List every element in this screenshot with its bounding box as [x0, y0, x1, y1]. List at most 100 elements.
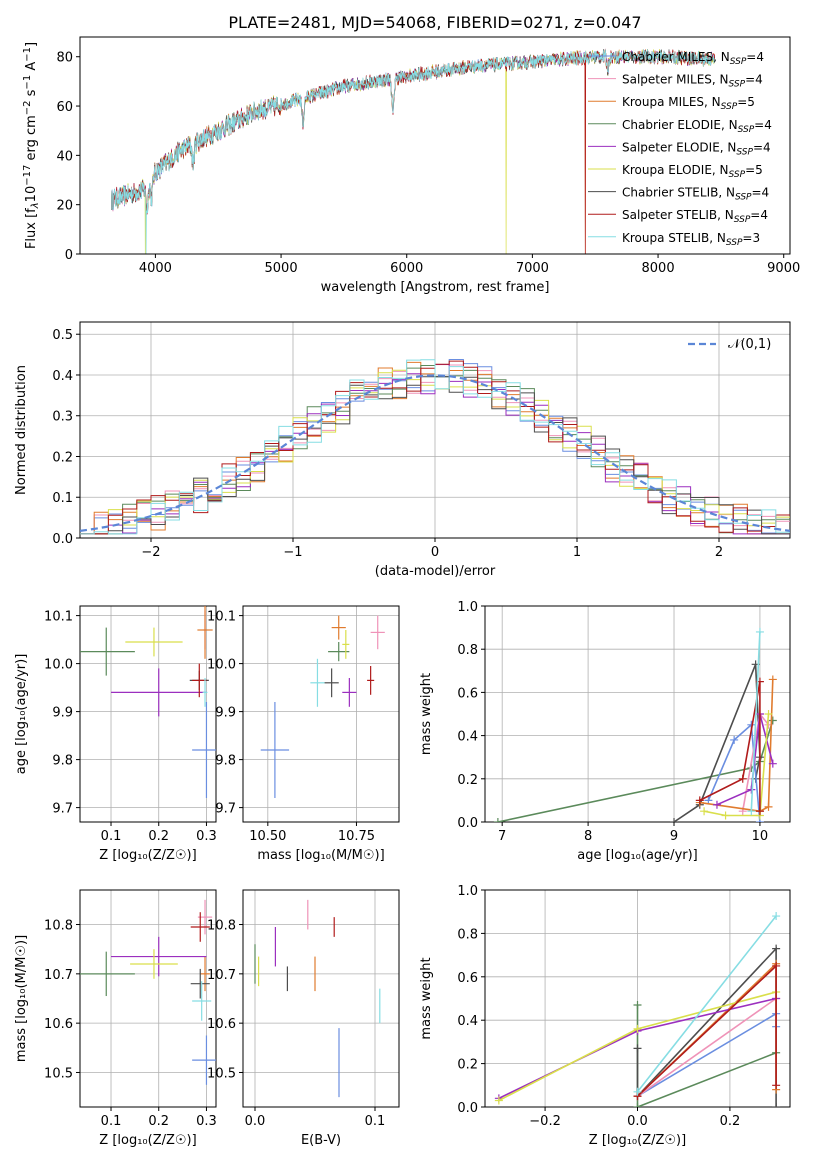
normal-curve [80, 374, 790, 532]
legend-text: Salpeter ELODIE, N [622, 140, 736, 154]
y-axis-label-part: erg cm [24, 115, 39, 164]
axes-frame [79, 605, 217, 823]
weight-marker-8 [747, 807, 756, 816]
y-tick-label: 40 [56, 149, 73, 164]
y-tick-label: 10.7 [44, 968, 73, 983]
weight-series-7 [636, 964, 777, 1097]
x-tick-label: 0.1 [101, 1114, 122, 1129]
figure-title: PLATE=2481, MJD=54068, FIBERID=0271, z=0… [228, 13, 641, 32]
weight-marker-6 [772, 944, 781, 953]
y-tick-label: 0.6 [457, 686, 478, 701]
y-tick-label: 0.0 [52, 532, 73, 547]
x-tick-label: 10.50 [249, 829, 286, 844]
x-tick-label: 0.2 [148, 1114, 169, 1129]
error-bars [80, 899, 216, 1085]
legend-tail: =4 [745, 73, 763, 87]
y-tick-label: 1.0 [457, 600, 478, 615]
legend-label: Chabrier STELIB, NSSP=4 [622, 186, 769, 203]
x-tick-label: −2 [141, 545, 160, 560]
histogram-series-8 [80, 359, 790, 535]
weight-series-0 [707, 723, 761, 822]
axes-frame [242, 889, 400, 1108]
x-tick-label: 7 [498, 829, 506, 844]
x-tick-label: 0.0 [245, 1114, 266, 1129]
x-axis-label: wavelength [Angstrom, rest frame] [321, 280, 550, 295]
error-bars [260, 615, 385, 798]
weight-marker-2 [764, 802, 773, 811]
y-tick-label: 0.2 [52, 450, 73, 465]
legend-tail: =4 [753, 140, 771, 154]
error-bars [254, 899, 381, 1098]
x-axis-label: (data-model)/error [375, 564, 496, 579]
x-tick-label: 10 [752, 829, 769, 844]
legend-label: Salpeter ELODIE, NSSP=4 [622, 140, 771, 157]
legend-sub: SSP [729, 80, 746, 90]
y-tick-label: 10.1 [207, 610, 236, 625]
x-tick-label: 6000 [390, 261, 423, 276]
y-tick-label: 0.4 [457, 1014, 478, 1029]
weight-marker-7 [738, 774, 747, 783]
y-tick-label: 9.7 [215, 802, 236, 817]
x-axis-label: mass [log₁₀(M/M☉)] [257, 848, 384, 863]
x-tick-label: 8 [584, 829, 592, 844]
legend-text: Salpeter MILES, N [622, 73, 729, 87]
weight-marker-7 [755, 807, 764, 816]
x-tick-label: −1 [283, 545, 302, 560]
y-tick-label: 0.1 [52, 491, 73, 506]
weight-series-7 [699, 681, 761, 812]
y-axis-label-part: −2 [22, 100, 33, 115]
legend-label: 𝒩(0,1) [728, 337, 771, 352]
weight-marker-7 [695, 796, 704, 805]
age_vs_Z-panel: 0.1 0.2 0.3 9.7 9.8 9.9 10.0 10.1 Z [log₁₀(Z/Z☉)… [14, 605, 217, 863]
histograms [80, 359, 790, 535]
massweight_vs_Z-panel: −0.2 0.0 0.2 0.0 0.2 0.4 0.6 0.8 1.0 Z [log₁₀(Z/Z… [419, 884, 791, 1148]
y-axis-label-part: 10 [24, 186, 39, 203]
axes-frame [242, 605, 400, 823]
y-tick-label: 0.6 [457, 971, 478, 986]
massweight_vs_age-panel: 7 8 9 10 0.0 0.2 0.4 0.6 0.8 1.0 age [log₁₀(age/yr… [419, 600, 791, 863]
weight-series-6 [673, 664, 761, 822]
legend-label: Kroupa ELODIE, NSSP=5 [622, 163, 763, 180]
legend-label: Kroupa MILES, NSSP=5 [622, 95, 755, 112]
legend-sub: SSP [734, 215, 751, 225]
mass_vs_ebv-panel: 0.0 0.1 10.5 10.6 10.7 10.8 E(B-V) [207, 889, 400, 1148]
legend-label: Salpeter MILES, NSSP=4 [622, 73, 763, 90]
y-axis-label: mass [log₁₀(M/M☉)] [14, 935, 29, 1062]
weight-marker-3 [493, 818, 502, 822]
axes-frame [484, 605, 791, 823]
y-tick-label: 10.5 [44, 1066, 73, 1081]
weight-marker-8 [755, 627, 764, 636]
weight-lines [494, 912, 781, 1107]
x-tick-label: 0.3 [196, 829, 217, 844]
x-tick-label: 0.2 [148, 829, 169, 844]
x-tick-label: 9 [670, 829, 678, 844]
y-tick-label: 0.2 [457, 1058, 478, 1073]
legend-text: Kroupa ELODIE, N [622, 163, 729, 177]
y-tick-label: 10.0 [207, 658, 236, 673]
x-tick-label: 8000 [642, 261, 675, 276]
x-axis-label: Z [log₁₀(Z/Z☉)] [99, 1133, 196, 1148]
y-axis-label: mass weight [419, 957, 434, 1039]
legend-sub: SSP [726, 238, 743, 248]
legend-sub: SSP [738, 125, 755, 135]
y-tick-label: 9.8 [52, 754, 73, 769]
legend-text: Salpeter STELIB, N [622, 208, 734, 222]
y-axis-label-part: A [24, 62, 39, 75]
y-tick-label: 0.4 [457, 730, 478, 745]
legend-text: Kroupa STELIB, N [622, 231, 726, 245]
y-axis-label: Normed distribution [14, 365, 29, 495]
y-tick-label: 0.8 [457, 927, 478, 942]
legend-label: Chabrier MILES, NSSP=4 [622, 50, 764, 67]
axes-frame [79, 889, 217, 1108]
y-tick-label: 0 [65, 248, 73, 263]
weight-marker-2 [768, 675, 777, 684]
legend-text: Chabrier ELODIE, N [622, 118, 738, 132]
weight-series-8 [636, 915, 777, 1093]
weight-marker-8 [633, 1087, 642, 1096]
y-tick-label: 10.1 [44, 610, 73, 625]
weight-series-2 [699, 679, 774, 813]
x-tick-label: 4000 [139, 261, 172, 276]
age_vs_mass-panel: 10.50 10.75 9.7 9.8 9.9 10.0 10.1 mass [log₁₀(M… [207, 605, 400, 863]
y-axis-label: Flux [fλ10−17 erg cm−2 s−1 A−1] [22, 42, 41, 249]
